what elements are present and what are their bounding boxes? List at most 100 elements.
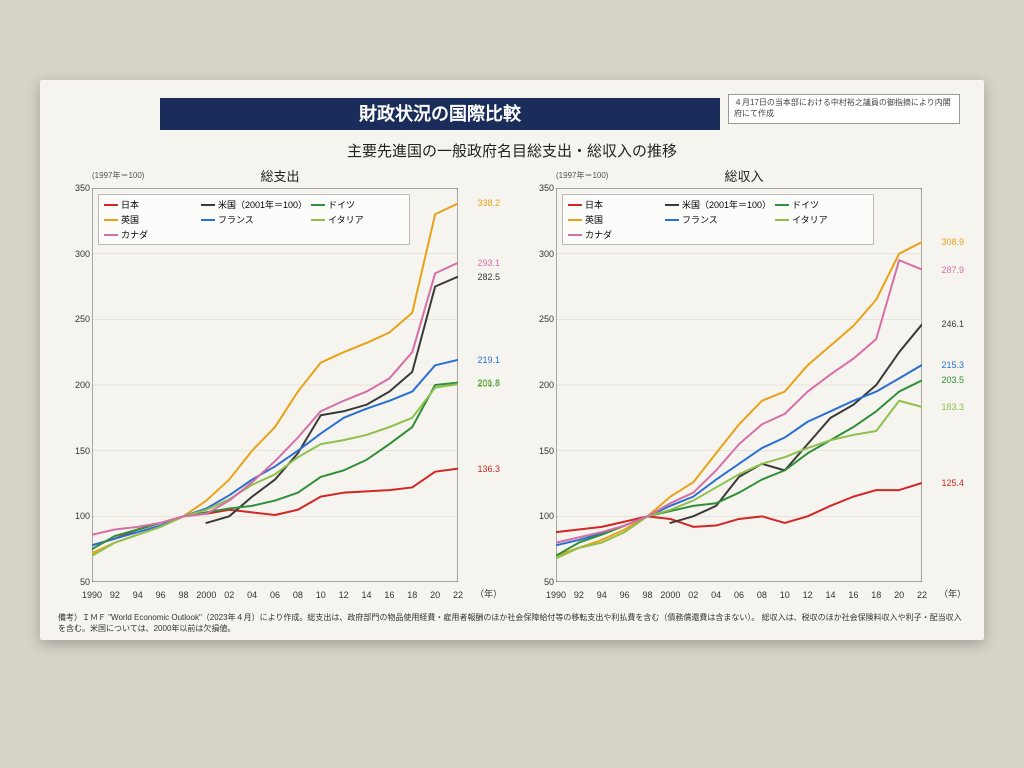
legend-item: イタリア [311,213,404,226]
footnote: 備考）ＩＭＦ "World Economic Outlook"（2023年４月）… [58,612,966,634]
x-tick-label: 14 [825,590,835,600]
legend-swatch [665,219,679,221]
legend-swatch [775,204,789,206]
x-tick-label: 18 [407,590,417,600]
legend-item: フランス [201,213,307,226]
legend-item: カナダ [104,228,197,241]
x-tick-label: 04 [247,590,257,600]
legend-swatch [568,204,582,206]
x-tick-label: 98 [178,590,188,600]
legend-item: 英国 [568,213,661,226]
series-end-label: 183.3 [941,402,964,412]
y-tick-label: 100 [66,511,90,521]
legend-label: カナダ [121,228,148,241]
legend-label: 米国（2001年＝100） [682,198,771,211]
x-tick-label: 10 [780,590,790,600]
x-tick-label: 2000 [660,590,680,600]
x-tick-label: 16 [384,590,394,600]
legend-label: イタリア [792,213,828,226]
index-note-left: (1997年＝100) [92,170,144,181]
x-tick-label: 06 [734,590,744,600]
x-tick-label: 96 [156,590,166,600]
x-tick-label: 22 [917,590,927,600]
x-tick-label: 92 [110,590,120,600]
legend-label: ドイツ [328,198,355,211]
subtitle: 主要先進国の一般政府名目総支出・総収入の推移 [40,140,984,161]
y-tick-label: 300 [530,249,554,259]
x-tick-label: 22 [453,590,463,600]
x-tick-label: 12 [803,590,813,600]
series-end-label: 203.5 [941,375,964,385]
legend-swatch [311,204,325,206]
legend-label: 英国 [585,213,603,226]
plot-expenditure [92,188,458,582]
main-title: 財政状況の国際比較 [160,98,720,130]
legend-label: 日本 [121,198,139,211]
x-tick-label: 96 [620,590,630,600]
y-tick-label: 50 [530,577,554,587]
legend-item: 日本 [104,198,197,211]
legend-item: 日本 [568,198,661,211]
legend-swatch [104,219,118,221]
series-end-label: 219.1 [477,355,500,365]
legend-swatch [568,219,582,221]
x-tick-label: 02 [688,590,698,600]
series-end-label: 282.5 [477,272,500,282]
y-tick-label: 200 [66,380,90,390]
series-end-label: 136.3 [477,464,500,474]
series-end-label: 215.3 [941,360,964,370]
x-tick-label: 20 [894,590,904,600]
legend-label: フランス [218,213,254,226]
legend-label: ドイツ [792,198,819,211]
legend-item: 米国（2001年＝100） [201,198,307,211]
series-end-label: 338.2 [477,198,500,208]
legend-swatch [568,234,582,236]
plot-revenue [556,188,922,582]
series-end-label: 125.4 [941,478,964,488]
x-tick-label: 02 [224,590,234,600]
chart-panels: 総支出 (1997年＝100) 501001502002503003501990… [58,166,966,600]
y-tick-label: 300 [66,249,90,259]
x-tick-label: 92 [574,590,584,600]
series-end-label: 200.7 [477,379,500,389]
x-tick-label: 12 [339,590,349,600]
x-tick-label: 94 [133,590,143,600]
x-tick-label: 06 [270,590,280,600]
x-tick-label: 98 [642,590,652,600]
legend-item: フランス [665,213,771,226]
legend-swatch [311,219,325,221]
y-tick-label: 350 [66,183,90,193]
series-end-label: 287.9 [941,265,964,275]
x-tick-label: 1990 [82,590,102,600]
x-tick-label: 18 [871,590,881,600]
legend-label: イタリア [328,213,364,226]
header-side-note: ４月17日の当本部における中村裕之議員の御指摘により内閣府にて作成 [728,94,960,124]
y-tick-label: 50 [66,577,90,587]
y-tick-label: 100 [530,511,554,521]
x-tick-label: 14 [361,590,371,600]
legend-item: 英国 [104,213,197,226]
x-axis-unit: （年） [939,587,966,600]
chart-legend: 日本 米国（2001年＝100） ドイツ英国 フランス イタリアカナダ [98,194,410,245]
legend-item: カナダ [568,228,661,241]
legend-swatch [775,219,789,221]
legend-swatch [201,204,215,206]
legend-swatch [201,219,215,221]
x-tick-label: 16 [848,590,858,600]
y-tick-label: 150 [530,446,554,456]
y-tick-label: 250 [66,314,90,324]
x-tick-label: 08 [293,590,303,600]
legend-item: ドイツ [311,198,404,211]
legend-swatch [665,204,679,206]
legend-item: ドイツ [775,198,868,211]
index-note-right: (1997年＝100) [556,170,608,181]
legend-label: カナダ [585,228,612,241]
legend-label: 日本 [585,198,603,211]
x-tick-label: 10 [316,590,326,600]
y-tick-label: 250 [530,314,554,324]
x-tick-label: 20 [430,590,440,600]
panel-revenue: 総収入 (1997年＝100) 501001502002503003501990… [522,166,966,600]
legend-swatch [104,234,118,236]
legend-item: 米国（2001年＝100） [665,198,771,211]
chart-legend: 日本 米国（2001年＝100） ドイツ英国 フランス イタリアカナダ [562,194,874,245]
